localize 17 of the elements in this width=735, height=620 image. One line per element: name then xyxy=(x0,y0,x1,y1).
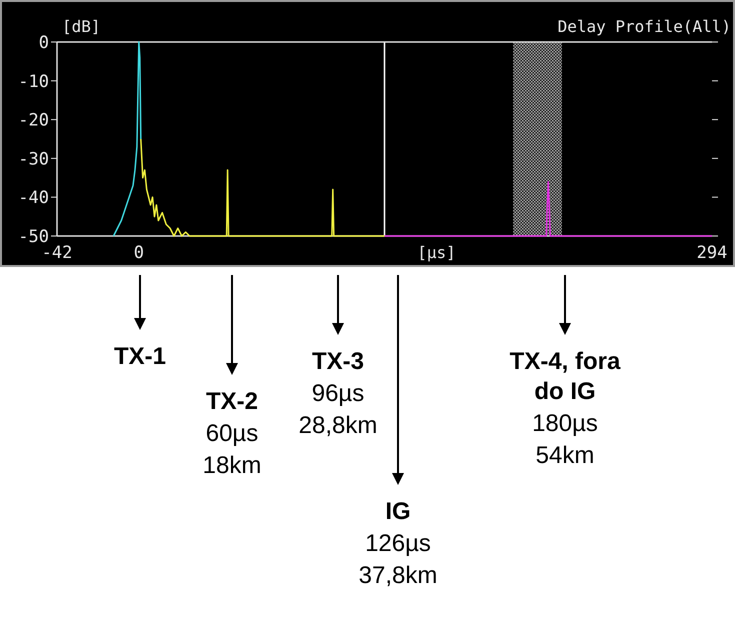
y-tick-label: -30 xyxy=(18,149,49,170)
line-series xyxy=(140,138,386,237)
text: TX-4, fora do IG 180µs 54km xyxy=(510,348,621,469)
y-axis-title: [dB] xyxy=(62,17,101,36)
y-tick-label: -10 xyxy=(18,72,49,92)
text: TX-3 96µs 28,8km xyxy=(298,348,378,439)
text: TX-1 xyxy=(114,343,166,370)
x-axis-title: [µs] xyxy=(417,243,456,262)
y-tick-label: 0 xyxy=(38,32,49,53)
text: TX-2 60µs 18km xyxy=(202,388,262,479)
x-tick-label: 294 xyxy=(696,243,728,263)
text: IG 126µs 37,8km xyxy=(358,498,438,589)
y-tick-label: -20 xyxy=(18,110,49,131)
chart-title: Delay Profile(All) xyxy=(558,17,731,36)
y-tick-label: -40 xyxy=(18,188,49,208)
x-tick-label: 0 xyxy=(134,243,144,263)
line-series xyxy=(112,41,142,237)
